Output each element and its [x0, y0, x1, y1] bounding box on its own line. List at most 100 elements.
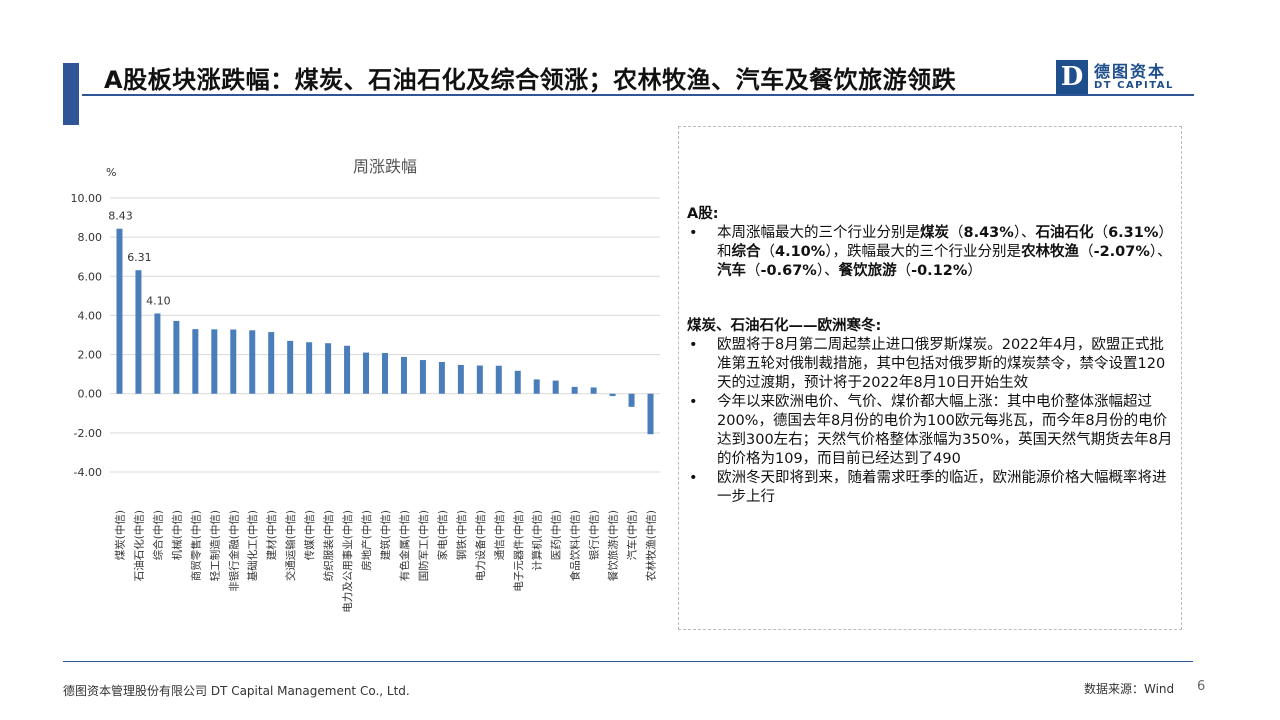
page-title: A股板块涨跌幅：煤炭、石油石化及综合领涨；农林牧渔、汽车及餐饮旅游领跌	[104, 66, 957, 94]
logo-name-cn: 德图资本	[1094, 61, 1167, 81]
footer-company: 德图资本管理股份有限公司 DT Capital Management Co., …	[63, 684, 410, 698]
bar	[325, 343, 332, 394]
category-label: 食品饮料(中信)	[569, 510, 582, 581]
y-tick-label: 6.00	[78, 270, 103, 283]
category-label: 商贸零售(中信)	[189, 510, 202, 581]
body-text: 本周涨幅最大的三个行业分别是	[717, 225, 920, 241]
category-label: 汽车(中信)	[626, 510, 639, 560]
bar	[628, 393, 635, 407]
category-label: 电力设备(中信)	[474, 510, 487, 581]
title-divider	[82, 94, 1194, 96]
bar	[173, 320, 180, 394]
bar	[590, 387, 597, 394]
bar	[116, 228, 123, 394]
category-label: 建材(中信)	[265, 510, 278, 560]
category-label: 农林牧渔(中信)	[645, 510, 658, 581]
commentary-panel: A股: 本周涨幅最大的三个行业分别是煤炭（8.43%）、石油石化（6.31%）和…	[678, 126, 1182, 630]
bar	[192, 329, 199, 394]
chart-title: 周涨跌幅	[353, 157, 417, 176]
category-label: 机械(中信)	[170, 510, 183, 560]
category-label: 基础化工(中信)	[246, 510, 259, 581]
y-tick-label: -4.00	[74, 466, 102, 479]
bar	[495, 365, 502, 394]
bar	[609, 393, 616, 397]
category-label: 通信(中信)	[493, 510, 506, 560]
bullet-item: 本周涨幅最大的三个行业分别是煤炭（8.43%）、石油石化（6.31%）和综合（4…	[687, 224, 1173, 281]
body-text: ）和	[717, 225, 1173, 260]
y-axis-unit: %	[106, 166, 116, 179]
body-text: ）、	[816, 263, 839, 279]
category-label: 电子元器件(中信)	[512, 510, 525, 592]
coal-oil-heading: 煤炭、石油石化——欧洲寒冬:	[687, 318, 882, 334]
category-label: 建筑(中信)	[379, 510, 392, 560]
body-text: ）、	[1013, 225, 1036, 241]
footer-data-source: 数据来源：Wind	[1084, 682, 1175, 696]
bold-text: 农林牧渔	[1021, 244, 1080, 260]
bar	[135, 270, 142, 394]
bold-text: 餐饮旅游	[838, 263, 897, 279]
y-tick-label: 8.00	[78, 231, 103, 244]
a-share-heading: A股:	[687, 206, 719, 222]
category-label: 医药(中信)	[550, 510, 563, 560]
logo-name-en: DT CAPITAL	[1094, 80, 1174, 92]
bar	[382, 353, 388, 394]
bar	[457, 364, 464, 394]
category-label: 国防军工(中信)	[417, 510, 430, 581]
body-text: ），跌幅最大的三个行业分别是	[825, 244, 1022, 260]
bar	[476, 365, 483, 394]
bar	[249, 330, 256, 394]
body-text: （	[746, 263, 761, 279]
body-text: （	[1093, 225, 1109, 241]
bar	[268, 332, 275, 394]
bold-text: -2.07%	[1093, 244, 1150, 260]
footer-divider	[63, 661, 1193, 662]
body-text: ）、	[1149, 244, 1172, 260]
company-logo: D 德图资本 DT CAPITAL	[1056, 60, 1174, 94]
bar	[344, 345, 351, 394]
bold-text: -0.12%	[911, 263, 968, 279]
bold-text: 石油石化	[1035, 225, 1094, 241]
body-text: ）	[967, 263, 982, 279]
data-label: 4.10	[146, 294, 171, 307]
category-label: 综合(中信)	[151, 510, 164, 560]
bar	[552, 380, 559, 394]
bar	[647, 393, 654, 435]
bold-text: -0.67%	[760, 263, 817, 279]
body-text: （	[896, 263, 912, 279]
a-share-bullets: 本周涨幅最大的三个行业分别是煤炭（8.43%）、石油石化（6.31%）和综合（4…	[687, 224, 1173, 281]
category-label: 纺织服装(中信)	[322, 510, 335, 581]
category-label: 非银行金融(中信)	[227, 510, 240, 592]
bar	[438, 362, 445, 394]
bar	[287, 340, 294, 394]
bar	[533, 379, 540, 394]
bullet-item: 欧盟将于8月第二周起禁止进口俄罗斯煤炭。2022年4月，欧盟正式批准第五轮对俄制…	[687, 336, 1173, 393]
category-label: 传媒(中信)	[303, 510, 316, 560]
bold-text: 4.10%	[775, 244, 826, 260]
weekly-change-bar-chart: 周涨跌幅%10.00 8.00 6.00 4.00 2.00 0.00 -2.00 -4.00…	[71, 157, 660, 613]
bold-text: 8.43%	[963, 225, 1014, 241]
category-label: 交通运输(中信)	[284, 510, 297, 581]
bar	[571, 386, 578, 394]
bar	[306, 342, 313, 394]
y-tick-label: 4.00	[78, 309, 103, 322]
bar	[230, 329, 237, 394]
body-text: （	[760, 244, 776, 260]
bold-text: 汽车	[717, 263, 746, 279]
body-text: （	[949, 225, 964, 241]
coal-oil-bullets: 欧盟将于8月第二周起禁止进口俄罗斯煤炭。2022年4月，欧盟正式批准第五轮对俄制…	[687, 336, 1173, 507]
y-tick-label: -2.00	[74, 427, 102, 440]
category-label: 有色金属(中信)	[398, 510, 411, 581]
body-text: （	[1079, 244, 1094, 260]
bar	[154, 313, 161, 394]
category-label: 餐饮旅游(中信)	[607, 510, 620, 581]
bar	[211, 329, 218, 394]
category-label: 房地产(中信)	[360, 510, 373, 571]
y-tick-label: 2.00	[78, 349, 103, 362]
bar	[514, 370, 521, 394]
bar	[363, 352, 370, 394]
category-label: 银行(中信)	[588, 510, 601, 560]
title-accent-bar	[63, 63, 79, 125]
logo-mark-icon: D	[1056, 60, 1088, 94]
category-label: 石油石化(中信)	[132, 510, 145, 581]
bold-text: 煤炭	[920, 225, 949, 241]
